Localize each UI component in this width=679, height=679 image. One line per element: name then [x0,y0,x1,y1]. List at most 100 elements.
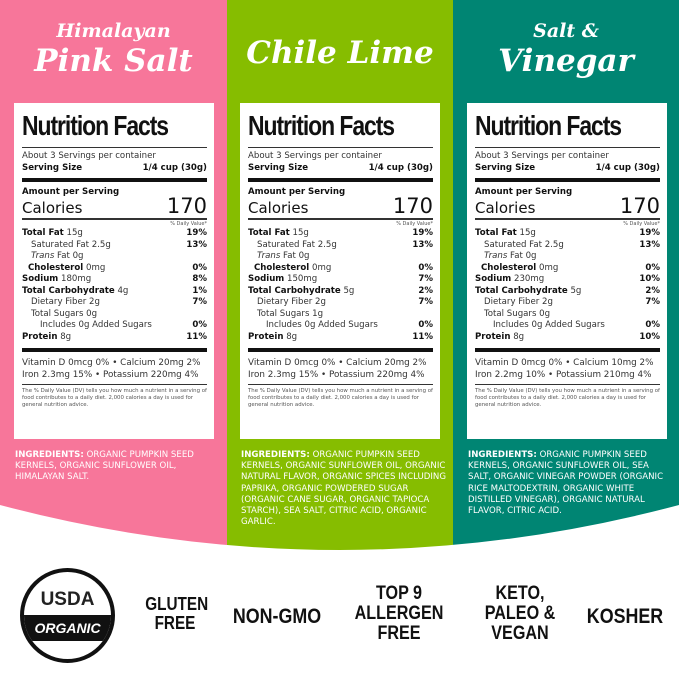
servings-per-container: About 3 Servings per container [22,151,156,161]
nutrient-name: Saturated Fat 2.5g [484,239,564,250]
nutrient-row: Trans Fat 0g [475,251,660,263]
badge-line: FREE [377,622,421,644]
nutrient-row: Dietary Fiber 2g 7% [22,297,207,309]
nutrient-amount: 8g [60,331,72,342]
serving-size-label: Serving Size [22,162,83,173]
nutrient-amount: 5g [343,285,355,296]
nutrient-row: Total Carbohydrate 5g 2% [248,286,433,298]
badge-line: KOSHER [586,605,664,628]
nutrient-name: Saturated Fat 2.5g [31,239,111,250]
nutrient-row: Total Carbohydrate 5g 2% [475,286,660,298]
nutrient-name: Total Carbohydrate [248,285,341,296]
amount-per-serving: Amount per Serving [22,187,120,197]
daily-value-footnote: The % Daily Value (DV) tells you how muc… [22,388,207,408]
badge-line: FREE [154,612,196,633]
vitamins-line: Vitamin D 0mcg 0% • Calcium 10mg 2% [475,358,654,368]
daily-value-footnote: The % Daily Value (DV) tells you how muc… [248,388,433,408]
calories-value: 170 [619,194,660,218]
nutrition-facts-title: Nutrition Facts [248,110,395,141]
nutrient-amount: 230mg [514,274,545,284]
nutrient-name: Total Sugars 0g [484,308,551,319]
nutrient-name: Sodium [22,274,59,284]
nutrient-name: Saturated Fat 2.5g [257,239,337,250]
calories-value: 170 [392,194,433,218]
nutrient-row: Includes 0g Added Sugars 0% [22,320,207,332]
nutrient-dv: 0% [418,262,433,273]
nutrient-name: Dietary Fiber 2g [31,297,100,307]
nutrient-dv: 13% [186,239,207,250]
nutrient-row: Total Fat 15g 19% [22,228,207,240]
nutrient-row: Total Sugars 1g [248,309,433,321]
nutrient-row: Trans Fat 0g [248,251,433,263]
calories-label: Calories [475,199,536,217]
servings-per-container: About 3 Servings per container [475,151,609,161]
nutrient-dv: 0% [192,262,207,273]
nutrient-name: Trans Fat 0g [31,251,84,261]
nutrient-name: Total Sugars 0g [31,308,98,319]
minerals-line: Iron 2.3mg 15% • Potassium 220mg 4% [248,370,425,380]
badge-line: KETO, [495,583,545,604]
ingredients-label: INGREDIENTS: [468,450,537,460]
nutrient-row: Total Sugars 0g [475,309,660,321]
nutrient-dv: 10% [639,274,660,284]
ingredients: INGREDIENTS: ORGANIC PUMPKIN SEED KERNEL… [241,450,446,528]
amount-per-serving: Amount per Serving [248,187,346,197]
nutrition-facts-label: Nutrition Facts About 3 Servings per con… [14,103,214,439]
nutrient-row: Saturated Fat 2.5g 13% [475,240,660,252]
nutrient-dv: 7% [645,297,660,307]
nutrient-name: Total Fat [475,228,517,238]
nutrient-name: Sodium [475,274,512,284]
nutrient-name: Total Sugars 1g [257,308,324,319]
usda-text: USDA [40,589,95,610]
nutrient-dv: 0% [645,320,660,330]
allergen-free-badge: TOP 9 ALLERGEN FREE [353,584,445,644]
nutrition-facts-title: Nutrition Facts [475,110,622,141]
nutrient-name: Dietary Fiber 2g [257,297,326,307]
calories-row: Calories 170 [248,194,433,218]
nutrient-row: Trans Fat 0g [22,251,207,263]
nutrient-amount: 8g [286,331,298,342]
keto-paleo-vegan-badge: KETO, PALEO & VEGAN [478,584,563,644]
minerals-line: Iron 2.3mg 15% • Potassium 220mg 4% [22,370,199,380]
nutrient-name: Cholesterol [28,262,84,273]
nutrient-row: Cholesterol 0mg 0% [248,263,433,275]
flavor-title-line2: Pink Salt [34,43,193,79]
nutrient-row: Sodium 180mg 8% [22,274,207,286]
nutrient-name: Includes 0g Added Sugars [40,320,152,330]
nutrient-dv: 2% [645,285,660,296]
serving-size-label: Serving Size [248,162,309,173]
nutrient-row: Total Carbohydrate 4g 1% [22,286,207,298]
gluten-free-badge: GLUTEN FREE [145,595,208,633]
nutrient-row: Saturated Fat 2.5g 13% [248,240,433,252]
nutrient-row: Total Fat 15g 19% [248,228,433,240]
badge-line: PALEO & [484,602,556,624]
nutrient-row: Cholesterol 0mg 0% [22,263,207,275]
nutrient-dv: 2% [418,285,433,296]
flavor-title: Himalayan Pink Salt [0,22,227,77]
serving-size-row: Serving Size 1/4 cup (30g) [248,163,433,175]
nutrient-dv: 0% [645,262,660,273]
flavor-title: Salt & Vinegar [453,22,679,77]
serving-size-row: Serving Size 1/4 cup (30g) [475,163,660,175]
nutrient-row: Cholesterol 0mg 0% [475,263,660,275]
daily-value-header: % Daily Value* [623,221,660,227]
nutrient-name: Total Carbohydrate [22,285,115,296]
badge-line: NON-GMO [232,605,322,628]
calories-row: Calories 170 [22,196,207,217]
flavor-title-line1: Salt & [533,20,599,42]
nutrient-name: Trans Fat 0g [257,251,310,261]
amount-per-serving: Amount per Serving [475,187,573,197]
daily-value-footnote: The % Daily Value (DV) tells you how muc… [475,388,660,408]
nutrient-row: Sodium 150mg 7% [248,274,433,286]
nutrient-row: Includes 0g Added Sugars 0% [248,320,433,332]
nutrient-row: Total Sugars 0g [22,309,207,321]
nutrient-amount: 15g [66,228,83,238]
calories-label: Calories [22,199,83,217]
nutrition-facts-label: Nutrition Facts About 3 Servings per con… [240,103,440,439]
ingredients-text: ORGANIC PUMPKIN SEED KERNELS, ORGANIC SU… [15,450,194,483]
nutrient-amount: 8g [513,331,525,342]
nutrient-dv: 11% [412,331,433,342]
nutrient-dv: 19% [412,228,433,238]
badge-line: TOP 9 [375,583,423,604]
nutrient-dv: 8% [192,274,207,284]
